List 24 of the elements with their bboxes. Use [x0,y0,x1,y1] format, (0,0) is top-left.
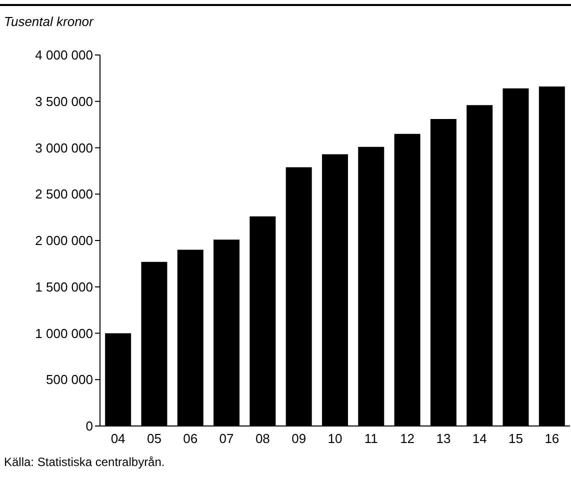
y-tick-label: 0 [86,418,93,434]
x-tick-label: 05 [146,431,162,446]
x-tick-label: 08 [255,431,270,446]
y-tick-label: 1 000 000 [35,326,93,341]
x-tick-label: 11 [364,431,378,446]
x-tick-label: 13 [436,431,451,446]
x-tick-label: 06 [183,431,198,446]
x-tick-label: 04 [110,431,126,446]
x-tick-label: 10 [328,431,342,446]
y-tick-label: 4 000 000 [35,48,93,63]
x-tick-label: 12 [400,431,415,446]
x-tick-label: 15 [508,431,524,446]
text: Källa: Statistiska centralbyrån. [4,455,165,469]
x-tick-label: 14 [472,431,487,446]
y-tick-label: 500 000 [46,372,93,388]
y-tick-label: 2 000 000 [35,233,93,248]
y-tick-label: 1 500 000 [35,279,93,294]
x-tick-label: 09 [292,431,306,446]
y-tick-label: 2 500 000 [35,186,93,202]
y-axis-title: Tusental kronor [4,14,94,29]
y-tick-label: 3 000 000 [35,140,93,156]
y-tick-label: 3 500 000 [35,94,93,109]
x-tick-label: 07 [219,431,234,446]
x-tick-label: 16 [544,431,560,446]
